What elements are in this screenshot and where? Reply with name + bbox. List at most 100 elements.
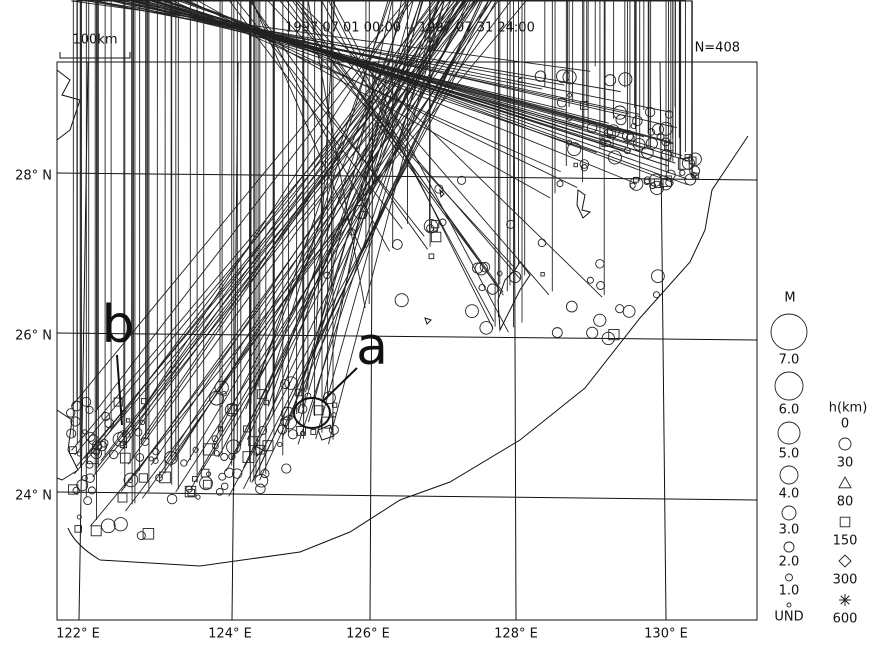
event-symbol	[632, 115, 643, 127]
event-symbol	[579, 159, 590, 169]
event-symbol	[479, 261, 491, 273]
depth-symbol	[838, 476, 852, 489]
event-symbol	[87, 486, 96, 495]
magnitude-label: 1.0	[779, 584, 800, 599]
event-symbol	[426, 224, 435, 233]
event-symbol	[506, 219, 516, 229]
event-symbol	[187, 489, 195, 497]
magnitude-label: 4.0	[779, 487, 800, 502]
event-symbol	[328, 424, 339, 435]
magnitude-label: 3.0	[779, 523, 800, 538]
magnitude-label: 7.0	[779, 353, 800, 368]
event-symbol	[607, 150, 622, 165]
event-symbol	[394, 293, 409, 308]
event-symbol	[192, 476, 198, 482]
event-symbol	[76, 514, 82, 520]
event-symbol	[277, 441, 283, 448]
lat-label: 28° N	[15, 169, 52, 184]
event-symbol	[556, 69, 570, 84]
event-symbol	[262, 440, 274, 452]
event-symbol	[217, 426, 224, 432]
lon-label: 130° E	[644, 627, 688, 642]
event-symbol	[66, 428, 77, 439]
event-symbol	[206, 471, 212, 477]
map-frame	[56, 61, 758, 621]
event-symbol	[85, 405, 94, 414]
depth-symbol	[839, 516, 851, 528]
event-symbol	[136, 531, 146, 541]
event-symbol	[123, 472, 139, 488]
event-symbol	[653, 178, 664, 188]
event-symbol	[479, 321, 493, 335]
event-symbol	[117, 430, 131, 444]
event-symbol	[287, 429, 298, 440]
event-symbol	[580, 164, 588, 172]
event-symbol	[321, 416, 333, 429]
event-symbol	[122, 432, 127, 437]
depth-symbol	[839, 594, 851, 606]
event-symbol	[652, 291, 661, 299]
event-symbol	[474, 262, 488, 276]
depth-label: 30	[837, 456, 854, 471]
event-symbol	[260, 468, 270, 479]
event-symbol	[68, 484, 79, 495]
event-symbol	[138, 473, 149, 483]
event-symbol	[148, 456, 154, 462]
event-symbol	[465, 304, 479, 318]
lon-label: 122° E	[56, 627, 100, 642]
event-symbol	[220, 453, 229, 461]
event-symbol	[113, 517, 128, 532]
event-symbol	[82, 429, 88, 435]
event-symbol	[593, 313, 607, 327]
event-symbol	[85, 431, 96, 442]
annotation-b: b	[101, 295, 135, 426]
event-symbol	[117, 492, 128, 503]
depth-label: 600	[833, 612, 858, 627]
event-symbol	[423, 219, 439, 234]
event-symbol	[71, 0, 452, 451]
magnitude-symbol	[779, 465, 799, 485]
event-symbol	[567, 142, 582, 157]
event-symbol	[166, 493, 178, 505]
event-symbol	[679, 169, 686, 176]
event-symbol	[280, 416, 290, 427]
event-symbol	[313, 405, 324, 416]
event-symbol	[644, 106, 656, 118]
event-symbol	[556, 97, 567, 108]
magnitude-symbol	[786, 602, 792, 608]
event-symbol	[428, 253, 435, 260]
event-symbol	[310, 429, 317, 435]
event-symbol	[192, 446, 199, 453]
event-symbol	[125, 418, 131, 423]
event-symbol	[76, 479, 89, 492]
event-symbol	[434, 184, 444, 194]
event-symbol	[551, 327, 563, 339]
event-symbol	[622, 305, 636, 318]
event-symbol	[159, 471, 171, 484]
event-symbol	[567, 92, 573, 98]
event-symbol	[690, 171, 697, 179]
magnitude-label: UND	[774, 610, 803, 625]
event-symbol	[231, 468, 243, 479]
event-symbol	[134, 428, 143, 437]
event-symbol	[90, 0, 527, 527]
event-symbol	[579, 101, 589, 110]
event-symbol	[322, 391, 336, 405]
event-symbol	[649, 180, 664, 195]
event-symbol	[209, 390, 224, 406]
event-symbol	[601, 331, 615, 346]
event-symbol	[100, 518, 116, 534]
event-symbol	[596, 281, 606, 290]
event-symbol	[152, 448, 160, 456]
annotation-a: a	[293, 317, 388, 429]
depth-label: 80	[837, 495, 854, 510]
event-symbol	[487, 283, 499, 295]
events	[66, 0, 702, 541]
event-symbol	[212, 442, 219, 450]
event-symbol	[509, 270, 522, 284]
magnitude-symbol	[781, 505, 797, 521]
lon-label: 124° E	[208, 627, 252, 642]
event-symbol	[218, 472, 227, 481]
event-symbol	[565, 300, 578, 313]
event-symbol	[135, 453, 145, 462]
